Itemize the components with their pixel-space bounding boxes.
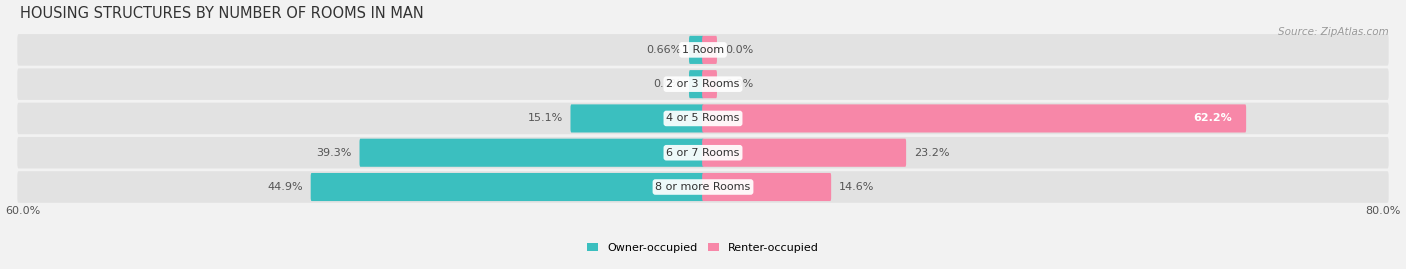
FancyBboxPatch shape (571, 104, 704, 133)
FancyBboxPatch shape (360, 139, 704, 167)
FancyBboxPatch shape (702, 36, 717, 64)
FancyBboxPatch shape (311, 173, 704, 201)
FancyBboxPatch shape (17, 34, 1389, 66)
Text: HOUSING STRUCTURES BY NUMBER OF ROOMS IN MAN: HOUSING STRUCTURES BY NUMBER OF ROOMS IN… (20, 6, 423, 20)
FancyBboxPatch shape (17, 171, 1389, 203)
FancyBboxPatch shape (702, 104, 1246, 133)
Text: 2 or 3 Rooms: 2 or 3 Rooms (666, 79, 740, 89)
FancyBboxPatch shape (702, 173, 831, 201)
FancyBboxPatch shape (689, 36, 704, 64)
FancyBboxPatch shape (17, 137, 1389, 168)
Text: 0.0%: 0.0% (725, 79, 754, 89)
Text: 0.66%: 0.66% (645, 45, 681, 55)
Text: 8 or more Rooms: 8 or more Rooms (655, 182, 751, 192)
Text: 60.0%: 60.0% (6, 206, 41, 216)
Text: 23.2%: 23.2% (914, 148, 949, 158)
FancyBboxPatch shape (17, 103, 1389, 134)
Text: 0.0%: 0.0% (652, 79, 681, 89)
Text: 44.9%: 44.9% (267, 182, 302, 192)
FancyBboxPatch shape (702, 70, 717, 98)
Text: Source: ZipAtlas.com: Source: ZipAtlas.com (1278, 27, 1389, 37)
Legend: Owner-occupied, Renter-occupied: Owner-occupied, Renter-occupied (582, 238, 824, 257)
FancyBboxPatch shape (689, 70, 704, 98)
FancyBboxPatch shape (17, 68, 1389, 100)
FancyBboxPatch shape (702, 139, 905, 167)
Text: 80.0%: 80.0% (1365, 206, 1400, 216)
Text: 14.6%: 14.6% (839, 182, 875, 192)
Text: 15.1%: 15.1% (527, 114, 562, 123)
Text: 39.3%: 39.3% (316, 148, 352, 158)
Text: 0.0%: 0.0% (725, 45, 754, 55)
Text: 62.2%: 62.2% (1194, 114, 1232, 123)
Text: 4 or 5 Rooms: 4 or 5 Rooms (666, 114, 740, 123)
Text: 1 Room: 1 Room (682, 45, 724, 55)
Text: 6 or 7 Rooms: 6 or 7 Rooms (666, 148, 740, 158)
